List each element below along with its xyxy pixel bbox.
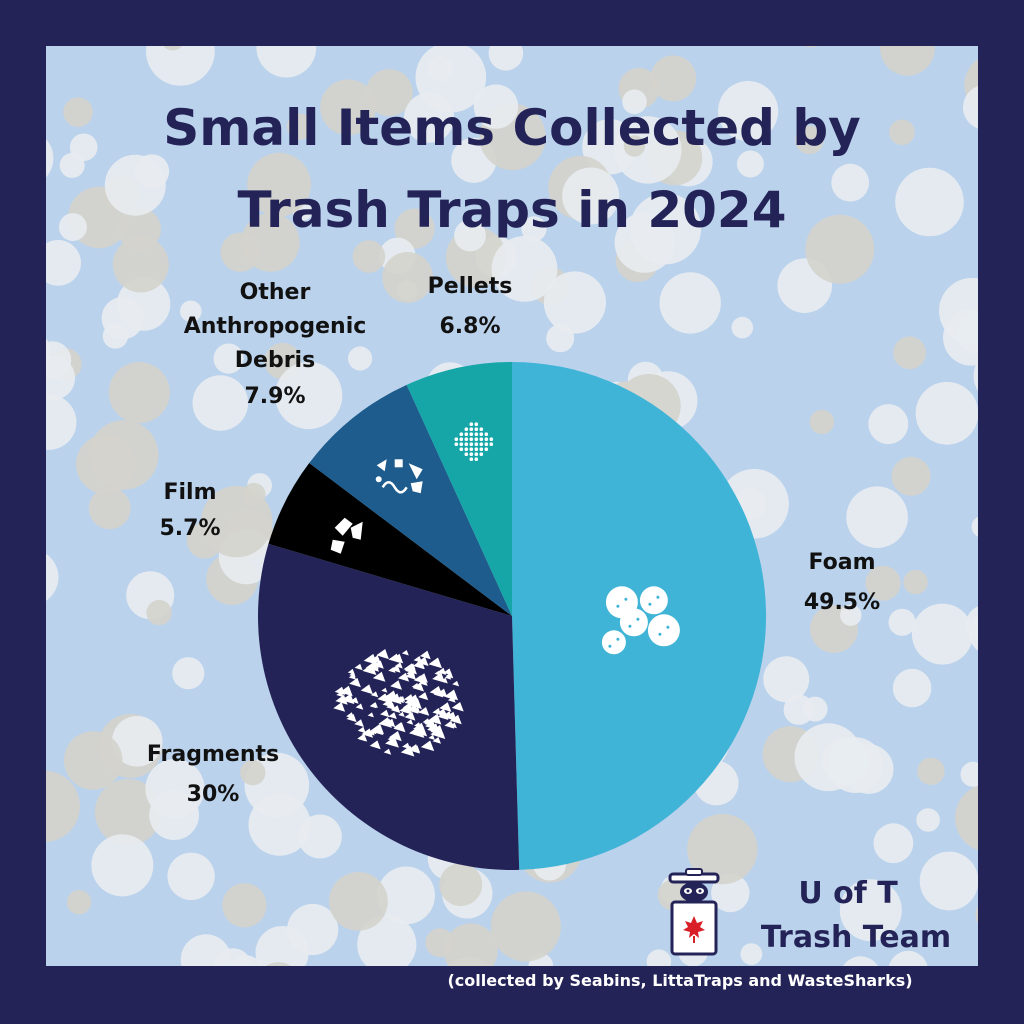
slice-label-fragments: Fragments 30% bbox=[128, 740, 298, 810]
slice-label-other-debris: Other Anthropogenic Debris 7.9% bbox=[160, 278, 390, 412]
chart-title-line-2: Trash Traps in 2024 bbox=[237, 181, 787, 239]
pellets-icon bbox=[454, 422, 494, 461]
source-footnote: (collected by Seabins, LittaTraps and Wa… bbox=[447, 971, 913, 990]
pie-slices bbox=[257, 361, 767, 871]
raccoon-trash-can-icon bbox=[668, 868, 720, 956]
slice-value-label: 6.8% bbox=[439, 314, 501, 339]
slice-label-film: Film 5.7% bbox=[130, 478, 250, 544]
chart-title-line-1: Small Items Collected by bbox=[163, 99, 861, 157]
team-name-line-1: U of T bbox=[798, 876, 898, 911]
slice-label-text: Pellets bbox=[427, 274, 513, 299]
fragments-icon bbox=[333, 649, 464, 757]
debris-icon bbox=[375, 459, 423, 494]
slice-label-text: Fragments bbox=[146, 742, 280, 767]
foam-icon bbox=[601, 586, 680, 655]
slice-value-label: 5.7% bbox=[159, 516, 221, 541]
slice-label-foam: Foam 49.5% bbox=[772, 548, 912, 618]
slice-icons bbox=[330, 422, 680, 757]
team-name-line-2: Trash Team bbox=[760, 920, 952, 955]
slice-label-text: Debris bbox=[234, 348, 316, 373]
slice-label-text: Other bbox=[239, 280, 311, 305]
slice-value-label: 30% bbox=[186, 782, 240, 807]
film-icon bbox=[330, 517, 363, 554]
slice-label-pellets: Pellets 6.8% bbox=[400, 272, 540, 342]
pie-slice-pellets bbox=[406, 362, 512, 616]
slice-label-text: Film bbox=[163, 480, 217, 505]
pie-slice-film bbox=[268, 463, 512, 616]
slice-label-text: Anthropogenic bbox=[183, 314, 367, 339]
pie-slice-other-debris bbox=[309, 384, 512, 616]
slice-value-label: 49.5% bbox=[803, 590, 881, 615]
slice-label-text: Foam bbox=[808, 550, 876, 575]
slice-value-label: 7.9% bbox=[244, 384, 306, 409]
